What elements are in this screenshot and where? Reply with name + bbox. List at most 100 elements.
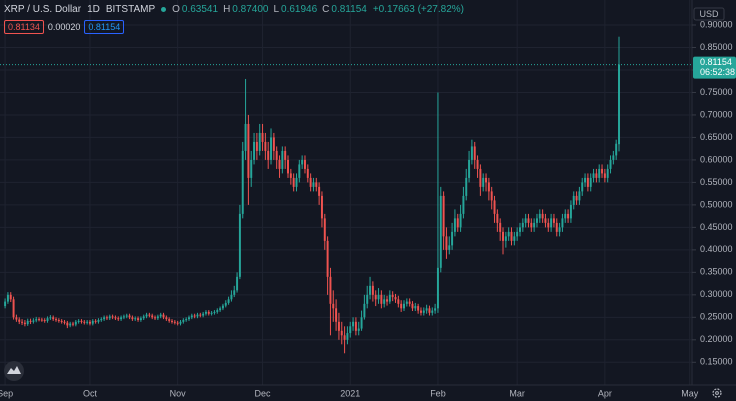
candle-body bbox=[431, 310, 434, 313]
candle-body bbox=[374, 294, 377, 300]
time-axis-panel bbox=[0, 385, 736, 401]
change: +0.17663 (+27.82%) bbox=[372, 4, 464, 15]
candle-body bbox=[207, 311, 210, 314]
symbol[interactable]: XRP / U.S. Dollar bbox=[4, 4, 82, 15]
candle-body bbox=[9, 294, 12, 300]
candle-body bbox=[490, 191, 493, 201]
countdown: 06:52:38 bbox=[700, 67, 735, 77]
candle-body bbox=[264, 141, 267, 151]
candle-body bbox=[366, 294, 369, 304]
candle-body bbox=[380, 294, 383, 304]
candle-body bbox=[134, 318, 137, 320]
candle-body bbox=[405, 301, 408, 304]
candle-body bbox=[281, 150, 284, 169]
candle-body bbox=[595, 173, 598, 178]
candle-body bbox=[485, 177, 488, 183]
y-tick-label: 0.40000 bbox=[700, 244, 733, 254]
candle-body bbox=[482, 177, 485, 187]
candle-body bbox=[550, 218, 553, 228]
candle-body bbox=[35, 319, 38, 321]
y-tick-label: 0.70000 bbox=[700, 109, 733, 119]
candle-body bbox=[575, 195, 578, 201]
candle-body bbox=[538, 213, 541, 219]
candle-body bbox=[453, 218, 456, 232]
candle-body bbox=[442, 195, 445, 237]
candle-body bbox=[578, 191, 581, 201]
candle-body bbox=[190, 315, 193, 318]
candle-body bbox=[473, 146, 476, 160]
x-tick-label: Oct bbox=[83, 388, 98, 398]
x-tick-label: Dec bbox=[255, 388, 272, 398]
settings-icon[interactable] bbox=[712, 388, 722, 398]
candle-body bbox=[63, 321, 66, 323]
candle-body bbox=[507, 231, 510, 237]
candle-body bbox=[100, 319, 103, 321]
candle-body bbox=[618, 64, 620, 145]
y-tick-label: 0.15000 bbox=[700, 357, 733, 367]
candle-body bbox=[49, 317, 52, 319]
candle-body bbox=[230, 294, 233, 300]
candle-body bbox=[202, 313, 205, 316]
ohlc-value: 0.61946 bbox=[281, 4, 318, 15]
candle-body bbox=[541, 213, 544, 219]
status-dot bbox=[161, 7, 167, 12]
candle-body bbox=[275, 150, 278, 160]
candle-body bbox=[408, 301, 411, 304]
candle-body bbox=[21, 321, 24, 323]
candle-body bbox=[411, 303, 414, 309]
logo[interactable] bbox=[4, 361, 24, 381]
candle-body bbox=[193, 315, 196, 317]
candle-body bbox=[298, 164, 301, 178]
y-tick-label: 0.55000 bbox=[700, 177, 733, 187]
candle-body bbox=[323, 218, 326, 241]
legend-header: XRP / U.S. Dollar 1D BITSTAMP O 0.63541 H 0… bbox=[4, 3, 464, 34]
candle-body bbox=[589, 177, 592, 187]
currency-box[interactable] bbox=[693, 7, 725, 21]
gear-center bbox=[715, 391, 719, 395]
candle-body bbox=[397, 299, 400, 304]
candle-body bbox=[586, 177, 589, 187]
candle-body bbox=[572, 195, 575, 205]
candle-body bbox=[312, 182, 315, 187]
candle-body bbox=[609, 159, 612, 169]
candle-body bbox=[148, 314, 151, 316]
candle-body bbox=[187, 317, 190, 320]
candle-body bbox=[564, 213, 567, 219]
ohlc-values: O 0.63541 H 0.87400 L 0.61946 C 0.81154 bbox=[172, 3, 367, 16]
candle-body bbox=[86, 321, 89, 323]
candle-body bbox=[496, 213, 499, 223]
candle-body bbox=[57, 320, 60, 322]
ohlc-item: L 0.61946 bbox=[273, 3, 317, 16]
candle-body bbox=[598, 168, 601, 178]
candle-body bbox=[114, 317, 117, 319]
candle-body bbox=[213, 311, 216, 313]
candle-body bbox=[131, 317, 134, 320]
candle-body bbox=[335, 308, 338, 322]
candle-body bbox=[173, 321, 176, 323]
candle-body bbox=[23, 322, 26, 325]
candle-body bbox=[487, 182, 490, 192]
candle-body bbox=[360, 317, 363, 329]
candle-body bbox=[38, 319, 41, 321]
time-axis: Sep Oct Nov Dec 2021 Feb Mar Apr May bbox=[0, 388, 699, 398]
candle-body bbox=[219, 308, 222, 311]
candle-body bbox=[151, 315, 154, 318]
candle-body bbox=[343, 335, 346, 340]
candle-body bbox=[428, 308, 431, 313]
candle-body bbox=[284, 150, 287, 160]
symbol-row: XRP / U.S. Dollar 1D BITSTAMP O 0.63541 H 0… bbox=[4, 3, 464, 16]
candle-body bbox=[26, 320, 29, 325]
candle-body bbox=[569, 204, 572, 219]
candle-body bbox=[270, 137, 273, 160]
candle-body bbox=[185, 319, 188, 321]
candle-body bbox=[221, 305, 224, 309]
y-tick-label: 0.60000 bbox=[700, 154, 733, 164]
candle-body bbox=[224, 302, 227, 306]
candle-body bbox=[216, 310, 219, 312]
y-tick-label: 0.85000 bbox=[700, 42, 733, 52]
candle-body bbox=[244, 123, 247, 151]
candle-body bbox=[388, 294, 391, 302]
candles bbox=[0, 36, 692, 354]
indicator-value: 0.81134 bbox=[4, 20, 44, 34]
interval[interactable]: 1D bbox=[87, 4, 100, 15]
